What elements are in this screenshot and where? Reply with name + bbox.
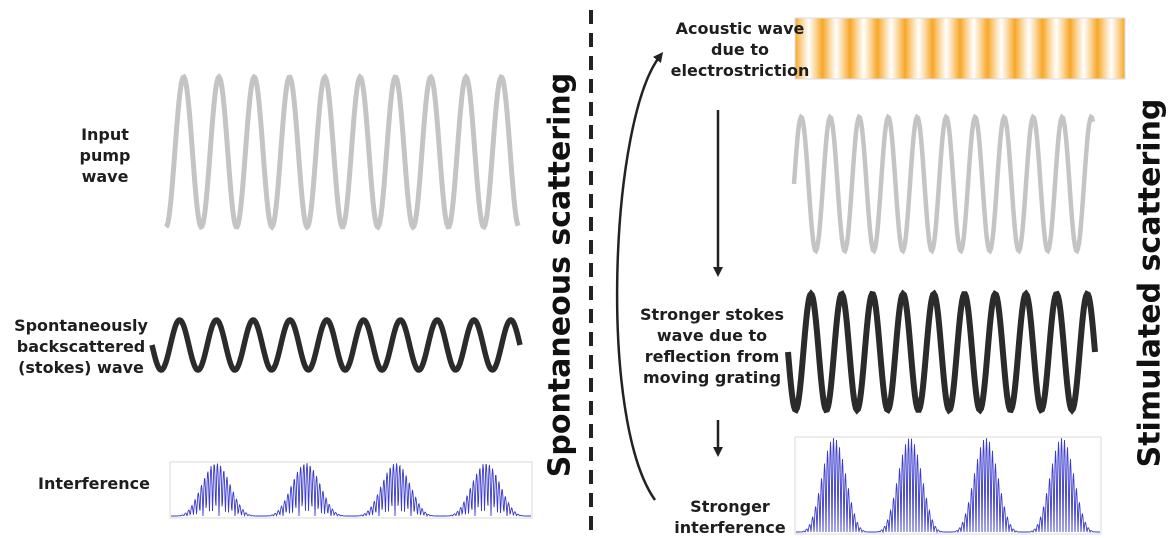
input-pump-label-line: wave	[81, 167, 129, 186]
stronger-stokes-label-line: reflection from	[644, 347, 780, 366]
stronger-interference-label-line: interference	[674, 518, 786, 537]
input-pump-label-line: Input	[81, 125, 129, 144]
stokes-label-line: Spontaneously	[14, 316, 148, 335]
spontaneous-stokes-wave	[149, 317, 523, 373]
stronger-interference-label-line: Stronger	[690, 497, 770, 516]
pump-wave-right	[791, 113, 1096, 255]
stronger-stokes-wave	[785, 289, 1098, 415]
input-pump-wave	[164, 73, 521, 231]
stimulated-scattering-title: Stimulated scattering	[1132, 98, 1168, 468]
stokes-label-line: backscattered	[16, 337, 146, 356]
acoustic-grating	[794, 17, 1126, 80]
input-pump-wave-label: Input pump wave	[50, 124, 160, 187]
acoustic-label-line: electrostriction	[670, 61, 810, 80]
stokes-label-line: (stokes) wave	[18, 358, 144, 377]
acoustic-label-line: due to	[711, 40, 769, 59]
feedback-curved-arrow	[615, 52, 664, 501]
stronger-stokes-label-line: Stronger stokes	[640, 305, 784, 324]
stronger-interference-label: Stronger interference	[660, 496, 800, 538]
acoustic-label-line: Acoustic wave	[675, 19, 805, 38]
interference-pattern	[171, 463, 531, 518]
stronger-stokes-label: Stronger stokes wave due to reflection f…	[632, 304, 792, 388]
input-pump-label-line: pump	[79, 146, 131, 165]
stronger-stokes-label-line: wave due to	[656, 326, 768, 345]
stronger-interference-pattern	[796, 438, 1100, 534]
interference-label: Interference	[37, 474, 150, 493]
spontaneous-stokes-label: Spontaneously backscattered (stokes) wav…	[4, 315, 158, 378]
spontaneous-scattering-title: Spontaneous scattering	[542, 72, 578, 478]
stronger-stokes-label-line: moving grating	[642, 368, 782, 387]
acoustic-wave-label: Acoustic wave due to electrostriction	[660, 18, 820, 81]
